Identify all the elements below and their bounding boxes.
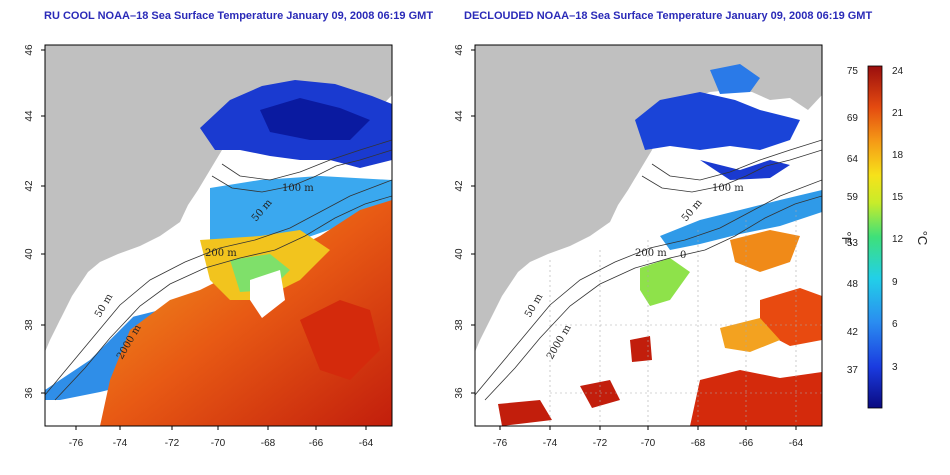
c-tick-label: 18 [892, 150, 904, 161]
y-tick-label: 44 [24, 110, 35, 122]
c-tick-label: 24 [892, 66, 904, 77]
y-tick-label: 36 [454, 387, 465, 399]
contour-label-0: 0 [680, 250, 686, 261]
y-tick-label: 46 [454, 44, 465, 56]
contour-label-100m: 100 m [282, 183, 314, 194]
contour-label-200m: 200 m [635, 248, 667, 259]
bathymetry-contours [45, 139, 392, 401]
y-tick-label: 40 [24, 248, 35, 260]
y-tick-label: 42 [454, 180, 465, 192]
c-tick-label: 15 [892, 192, 904, 203]
f-tick-label: 69 [847, 113, 859, 124]
colorbar-gradient [867, 65, 883, 409]
colorbar-c-ticks: 24 21 18 15 12 9 6 3 [892, 66, 904, 373]
right-x-axis: -76 -74 -72 -70 -68 -66 -64 [493, 426, 804, 449]
left-map-panel [45, 45, 392, 426]
c-tick-label: 6 [892, 319, 898, 330]
x-tick-label: -72 [593, 438, 608, 449]
warm-water-region [730, 230, 800, 272]
x-tick-label: -64 [359, 438, 374, 449]
x-tick-label: -68 [691, 438, 706, 449]
right-panel-title: DECLOUDED NOAA–18 Sea Surface Temperatur… [464, 10, 873, 22]
y-tick-label: 42 [24, 180, 35, 192]
x-tick-label: -70 [641, 438, 656, 449]
colorbar-unit-fahrenheit: °F [839, 231, 854, 244]
f-tick-label: 37 [847, 365, 859, 376]
x-tick-label: -76 [69, 438, 84, 449]
lat-lon-grid [549, 210, 822, 426]
f-tick-label: 59 [847, 192, 859, 203]
x-tick-label: -72 [165, 438, 180, 449]
f-tick-label: 53 [847, 238, 859, 249]
right-map-panel [475, 45, 822, 426]
left-y-axis: 36 38 40 42 44 46 [24, 44, 45, 399]
f-tick-label: 75 [847, 66, 859, 77]
x-tick-label: -64 [789, 438, 804, 449]
f-tick-label: 42 [847, 327, 859, 338]
left-panel-title: RU COOL NOAA–18 Sea Surface Temperature … [44, 10, 434, 22]
y-tick-label: 38 [24, 319, 35, 331]
x-tick-label: -66 [309, 438, 324, 449]
contour-label-200m: 200 m [205, 248, 237, 259]
c-tick-label: 21 [892, 108, 904, 119]
x-tick-label: -66 [739, 438, 754, 449]
colorbar: 75 69 64 59 53 48 42 37 24 21 18 15 12 9… [839, 65, 930, 409]
y-tick-label: 40 [454, 248, 465, 260]
colorbar-f-ticks: 75 69 64 59 53 48 42 37 [847, 66, 859, 376]
y-tick-label: 46 [24, 44, 35, 56]
c-tick-label: 12 [892, 234, 904, 245]
x-tick-label: -74 [543, 438, 558, 449]
land-mass [45, 45, 392, 352]
c-tick-label: 3 [892, 362, 898, 373]
f-tick-label: 64 [847, 154, 859, 165]
y-tick-label: 38 [454, 319, 465, 331]
x-tick-label: -68 [261, 438, 276, 449]
x-tick-label: -70 [211, 438, 226, 449]
land-mass [475, 45, 822, 352]
f-tick-label: 48 [847, 279, 859, 290]
cold-water-region [635, 92, 800, 150]
bathymetry-contours [475, 139, 822, 401]
c-tick-label: 9 [892, 277, 898, 288]
y-tick-label: 44 [454, 110, 465, 122]
right-y-axis: 36 38 40 42 44 46 [454, 44, 475, 399]
x-tick-label: -74 [113, 438, 128, 449]
colorbar-unit-celsius: °C [915, 231, 930, 246]
left-x-axis: -76 -74 -72 -70 -68 -66 -64 [69, 426, 374, 449]
contour-label-100m: 100 m [712, 183, 744, 194]
y-tick-label: 36 [24, 387, 35, 399]
x-tick-label: -76 [493, 438, 508, 449]
